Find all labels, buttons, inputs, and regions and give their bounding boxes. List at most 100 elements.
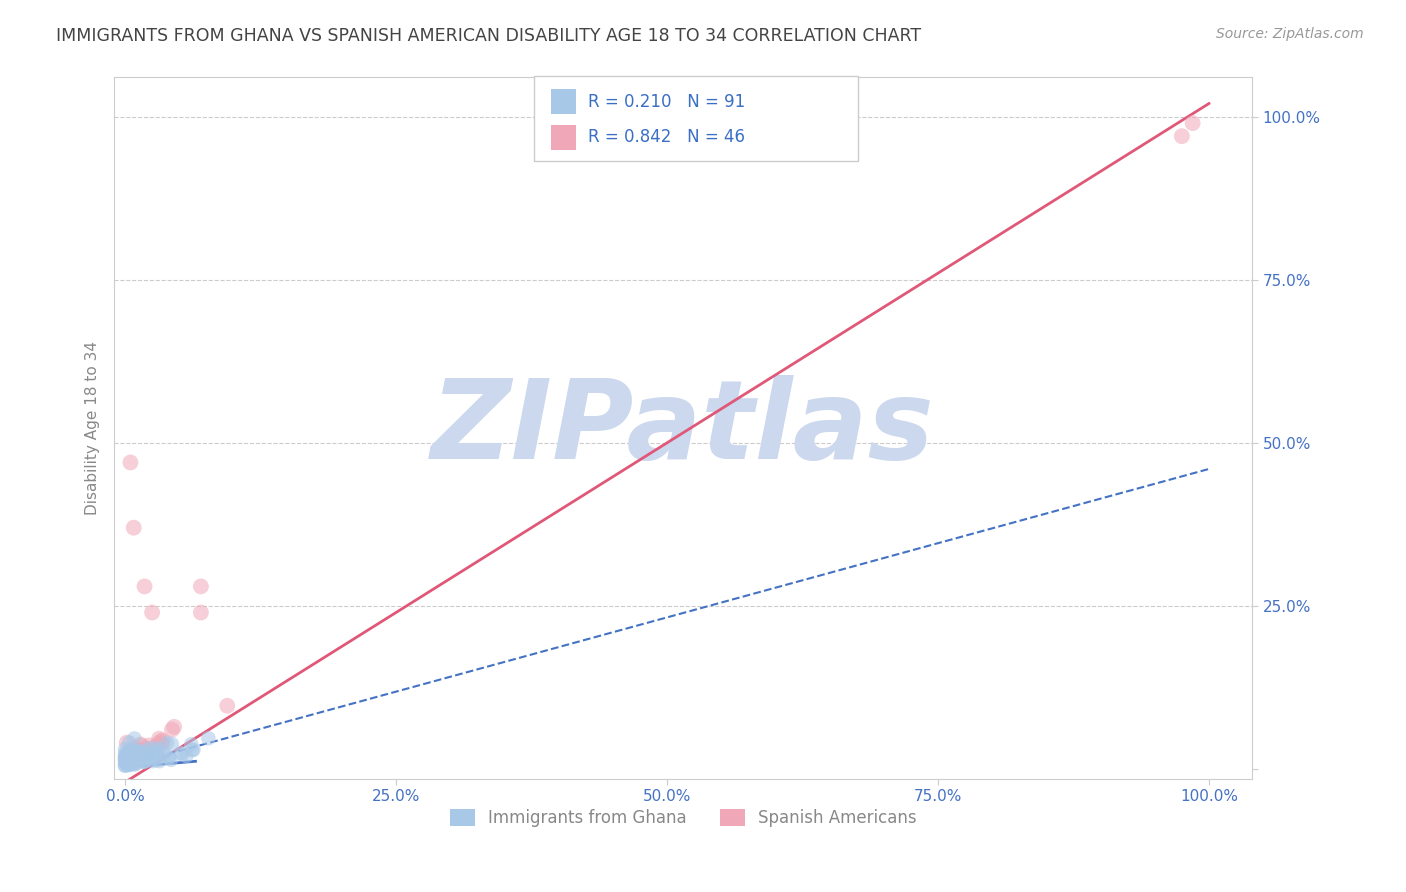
Point: [118, 742, 141, 756]
Point: [134, 579, 156, 593]
Point: [157, 751, 180, 765]
Point: [197, 731, 219, 746]
Point: [131, 747, 153, 761]
Point: [127, 746, 149, 760]
Point: [124, 731, 146, 746]
Point: [163, 720, 186, 734]
Point: [135, 743, 157, 757]
Point: [128, 747, 150, 762]
Point: [128, 749, 150, 764]
Point: [138, 739, 160, 753]
Point: [138, 751, 160, 765]
Point: [145, 745, 167, 759]
Point: [129, 738, 152, 752]
Point: [122, 747, 145, 761]
Point: [115, 757, 138, 772]
Point: [143, 747, 166, 761]
Point: [114, 752, 136, 766]
Point: [124, 751, 146, 765]
Point: [142, 747, 165, 761]
Point: [146, 742, 169, 756]
Point: [183, 743, 205, 757]
Text: R = 0.842   N = 46: R = 0.842 N = 46: [588, 128, 745, 146]
Point: [128, 748, 150, 763]
Point: [114, 742, 136, 756]
Point: [129, 747, 152, 762]
Point: [127, 747, 149, 762]
Point: [132, 755, 155, 769]
Point: [127, 747, 149, 762]
Point: [141, 606, 163, 620]
Point: [139, 740, 162, 755]
Point: [121, 746, 143, 760]
Legend: Immigrants from Ghana, Spanish Americans: Immigrants from Ghana, Spanish Americans: [443, 802, 924, 834]
Point: [172, 747, 194, 762]
Point: [125, 746, 148, 760]
Point: [181, 743, 204, 757]
Point: [148, 754, 170, 768]
Point: [122, 749, 145, 764]
Text: IMMIGRANTS FROM GHANA VS SPANISH AMERICAN DISABILITY AGE 18 TO 34 CORRELATION CH: IMMIGRANTS FROM GHANA VS SPANISH AMERICA…: [56, 27, 921, 45]
Point: [149, 734, 172, 748]
Point: [134, 746, 156, 760]
Point: [170, 746, 193, 760]
Point: [120, 757, 142, 772]
Point: [135, 741, 157, 756]
Point: [114, 750, 136, 764]
Point: [114, 748, 136, 763]
Point: [217, 698, 239, 713]
Point: [134, 754, 156, 768]
Point: [125, 756, 148, 771]
Point: [124, 749, 146, 764]
Point: [120, 754, 142, 768]
Text: Source: ZipAtlas.com: Source: ZipAtlas.com: [1216, 27, 1364, 41]
Point: [117, 755, 139, 769]
Point: [115, 754, 138, 768]
Point: [160, 737, 183, 751]
Point: [122, 747, 145, 762]
Point: [124, 757, 146, 772]
Point: [124, 741, 146, 756]
Point: [131, 739, 153, 753]
Y-axis label: Disability Age 18 to 34: Disability Age 18 to 34: [86, 341, 100, 516]
Point: [114, 758, 136, 772]
Point: [114, 759, 136, 773]
Point: [124, 749, 146, 764]
Point: [127, 748, 149, 763]
Point: [148, 731, 170, 746]
Text: ZIPatlas: ZIPatlas: [432, 375, 935, 482]
Point: [145, 747, 167, 761]
Point: [176, 748, 198, 763]
Point: [127, 744, 149, 758]
Point: [117, 747, 139, 762]
Point: [135, 746, 157, 760]
Point: [114, 746, 136, 760]
Point: [127, 745, 149, 759]
Point: [127, 750, 149, 764]
Point: [114, 750, 136, 764]
Point: [132, 755, 155, 769]
Point: [129, 750, 152, 764]
Point: [127, 749, 149, 764]
Point: [115, 756, 138, 770]
Point: [118, 757, 141, 772]
Point: [134, 754, 156, 768]
Text: R = 0.210   N = 91: R = 0.210 N = 91: [588, 93, 745, 111]
Point: [115, 749, 138, 764]
Point: [120, 746, 142, 760]
Point: [122, 752, 145, 766]
Point: [121, 744, 143, 758]
Point: [150, 737, 173, 751]
Point: [156, 736, 179, 750]
Point: [118, 747, 141, 761]
Point: [115, 749, 138, 764]
Point: [139, 752, 162, 766]
Point: [157, 750, 180, 764]
Point: [146, 741, 169, 756]
Point: [145, 751, 167, 765]
Point: [142, 741, 165, 756]
Point: [127, 747, 149, 762]
Point: [160, 753, 183, 767]
Point: [124, 756, 146, 771]
Point: [160, 723, 183, 737]
